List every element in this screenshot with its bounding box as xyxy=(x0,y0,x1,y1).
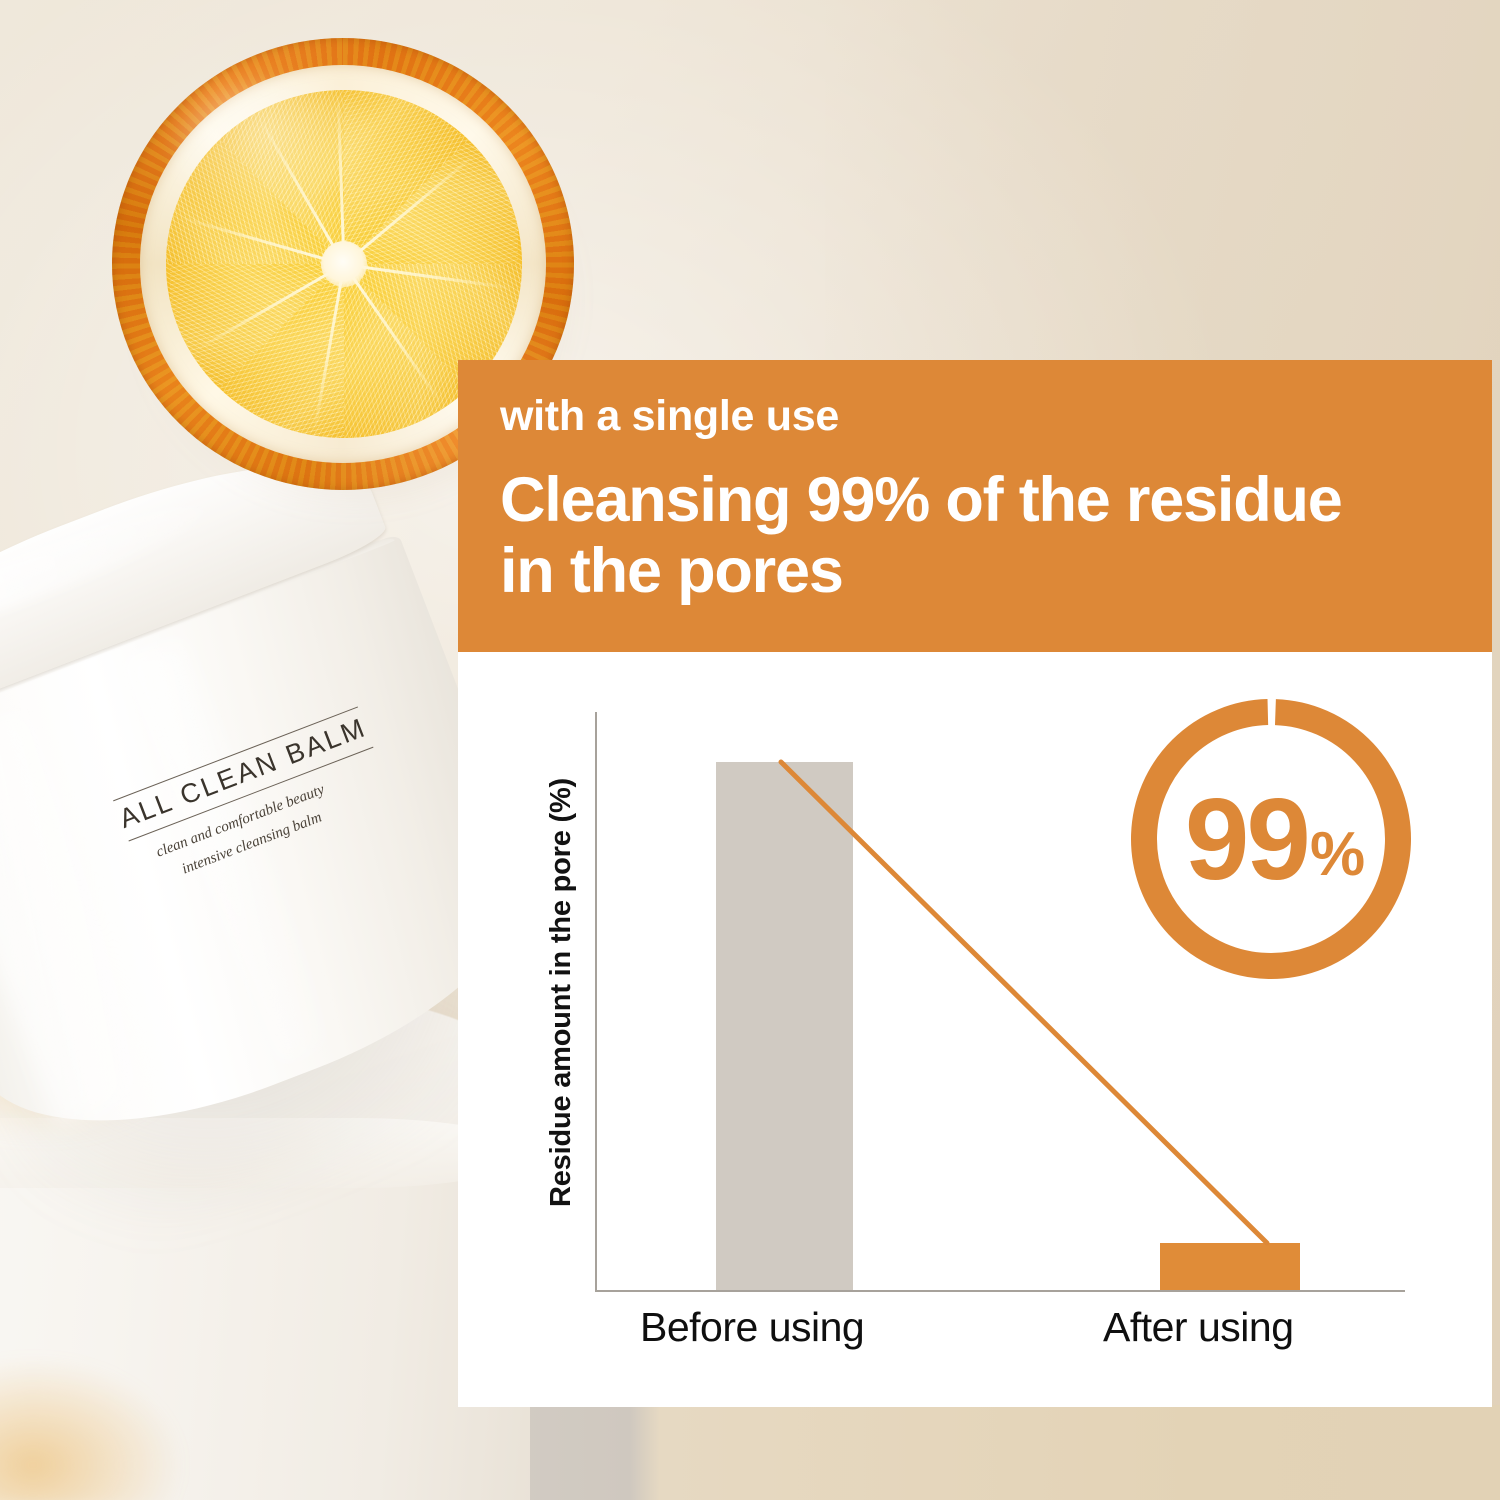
y-axis-line xyxy=(595,712,597,1292)
x-axis-line xyxy=(595,1290,1405,1292)
pedestal-edge-highlight xyxy=(0,1118,530,1188)
x-axis-label-before: Before using xyxy=(640,1304,865,1350)
donut-percent-symbol: % xyxy=(1309,820,1366,889)
donut-number: 99 xyxy=(1184,774,1311,904)
orange-core xyxy=(321,241,367,287)
headline-banner: with a single use Cleansing 99% of the r… xyxy=(458,360,1492,652)
banner-headline-line2: in the pores xyxy=(500,535,844,606)
orange-slice-highlight xyxy=(174,82,384,222)
banner-kicker: with a single use xyxy=(500,392,839,440)
donut-value-group: 99 % xyxy=(1122,690,1420,988)
banner-headline-line1: Cleansing 99% of the residue xyxy=(500,465,1343,536)
banner-headline: Cleansing 99% of the residue in the pore… xyxy=(500,465,1452,606)
y-axis-title: Residue amount in the pore (%) xyxy=(540,692,584,1292)
donut-ring-icon xyxy=(1131,699,1411,979)
bar-before-using xyxy=(716,762,853,1290)
bar-after-using xyxy=(1160,1243,1300,1290)
chart-panel: Residue amount in the pore (%) Before us… xyxy=(458,652,1492,1407)
x-axis-label-after: After using xyxy=(1103,1304,1294,1350)
warm-light-glow-lower xyxy=(0,1360,180,1500)
trend-line-icon xyxy=(778,759,1270,1246)
y-axis-title-text: Residue amount in the pore (%) xyxy=(545,777,578,1207)
percent-donut-badge: 99 % xyxy=(1122,690,1420,988)
